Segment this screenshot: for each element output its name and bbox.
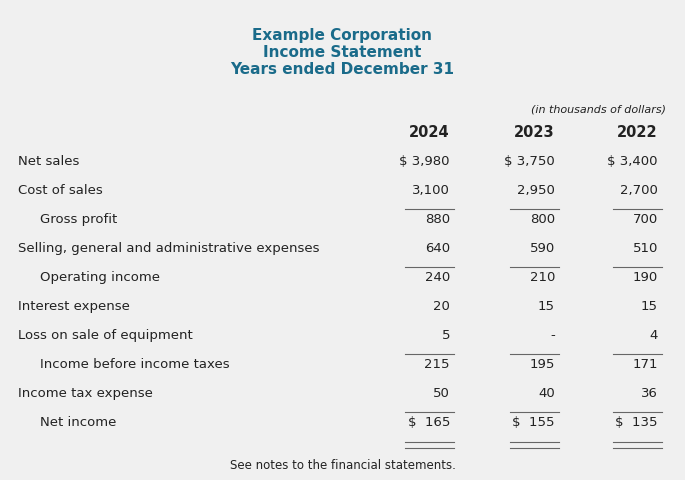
Text: 5: 5 (442, 328, 450, 341)
Text: See notes to the financial statements.: See notes to the financial statements. (229, 458, 456, 471)
Text: Selling, general and administrative expenses: Selling, general and administrative expe… (18, 241, 319, 254)
Text: 510: 510 (633, 241, 658, 254)
Text: Interest expense: Interest expense (18, 300, 130, 312)
Text: 40: 40 (538, 386, 555, 399)
Text: 880: 880 (425, 213, 450, 226)
Text: 210: 210 (530, 270, 555, 283)
Text: 240: 240 (425, 270, 450, 283)
Text: 195: 195 (530, 357, 555, 370)
Text: 190: 190 (633, 270, 658, 283)
Text: Income before income taxes: Income before income taxes (40, 357, 229, 370)
Text: 800: 800 (530, 213, 555, 226)
Text: Net income: Net income (40, 415, 116, 428)
Text: Years ended December 31: Years ended December 31 (230, 62, 455, 77)
Text: 2023: 2023 (514, 125, 555, 140)
Text: Gross profit: Gross profit (40, 213, 117, 226)
Text: Income tax expense: Income tax expense (18, 386, 153, 399)
Text: -: - (550, 328, 555, 341)
Text: $ 3,980: $ 3,980 (399, 155, 450, 168)
Text: 36: 36 (641, 386, 658, 399)
Text: 3,100: 3,100 (412, 184, 450, 197)
Text: 50: 50 (433, 386, 450, 399)
Text: 4: 4 (649, 328, 658, 341)
Text: 590: 590 (530, 241, 555, 254)
Text: $  165: $ 165 (408, 415, 450, 428)
Text: 2,700: 2,700 (620, 184, 658, 197)
Text: 2024: 2024 (410, 125, 450, 140)
Text: Cost of sales: Cost of sales (18, 184, 103, 197)
Text: 2022: 2022 (617, 125, 658, 140)
Text: 700: 700 (633, 213, 658, 226)
Text: Example Corporation: Example Corporation (253, 28, 432, 43)
Text: 15: 15 (538, 300, 555, 312)
Text: 15: 15 (641, 300, 658, 312)
Text: (in thousands of dollars): (in thousands of dollars) (531, 105, 666, 115)
Text: 640: 640 (425, 241, 450, 254)
Text: Loss on sale of equipment: Loss on sale of equipment (18, 328, 192, 341)
Text: 2,950: 2,950 (517, 184, 555, 197)
Text: $ 3,750: $ 3,750 (504, 155, 555, 168)
Text: Net sales: Net sales (18, 155, 79, 168)
Text: 171: 171 (632, 357, 658, 370)
Text: Income Statement: Income Statement (263, 45, 422, 60)
Text: $  155: $ 155 (512, 415, 555, 428)
Text: Operating income: Operating income (40, 270, 160, 283)
Text: 20: 20 (433, 300, 450, 312)
Text: 215: 215 (425, 357, 450, 370)
Text: $ 3,400: $ 3,400 (608, 155, 658, 168)
Text: $  135: $ 135 (616, 415, 658, 428)
